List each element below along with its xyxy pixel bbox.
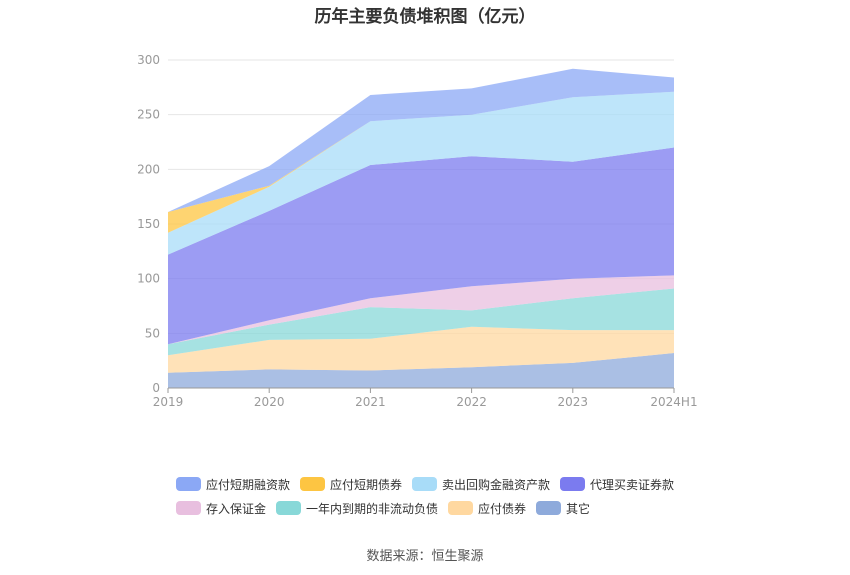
legend-swatch	[300, 477, 326, 491]
area-series	[168, 353, 674, 388]
x-tick-label: 2024H1	[650, 395, 697, 409]
legend-row: 应付短期融资款 应付短期债券 卖出回购金融资产款 代理买卖证券款	[176, 472, 736, 496]
area-series	[168, 68, 674, 212]
x-tick-label: 2023	[558, 395, 589, 409]
legend-item[interactable]: 卖出回购金融资产款	[412, 476, 550, 493]
y-tick-label: 250	[137, 108, 160, 122]
legend-label: 应付债券	[478, 501, 527, 516]
area-series	[168, 275, 674, 345]
data-source: 数据来源：恒生聚源	[366, 549, 484, 564]
y-tick-label: 50	[145, 326, 160, 340]
area-series	[168, 326, 674, 373]
legend-row: 存入保证金 一年内到期的非流动负债 应付债券 其它	[176, 496, 736, 520]
legend-swatch	[560, 477, 586, 491]
legend: 应付短期融资款 应付短期债券 卖出回购金融资产款 代理买卖证券款 存入保证金 一年内到期…	[176, 472, 736, 520]
area-series	[168, 147, 674, 345]
legend-item[interactable]: 存入保证金	[176, 500, 266, 517]
area-layer	[168, 68, 674, 388]
legend-label: 一年内到期的非流动负债	[306, 501, 439, 516]
legend-swatch	[536, 501, 562, 515]
y-tick-label: 150	[137, 217, 160, 231]
legend-swatch	[412, 477, 438, 491]
legend-swatch	[276, 501, 302, 515]
legend-item[interactable]: 代理买卖证券款	[560, 476, 674, 493]
x-tick-label: 2020	[254, 395, 285, 409]
legend-label: 卖出回购金融资产款	[442, 477, 551, 492]
legend-label: 其它	[566, 501, 591, 516]
legend-item[interactable]: 应付债券	[448, 500, 526, 517]
x-tick-label: 2021	[355, 395, 386, 409]
stacked-area-chart: 0 50 100 150 200 250 300 2019 2020 2021 2022 2023 20…	[137, 53, 698, 409]
legend-item[interactable]: 一年内到期的非流动负债	[276, 500, 438, 517]
legend-item[interactable]: 应付短期融资款	[176, 476, 290, 493]
x-tick-label: 2019	[153, 395, 184, 409]
legend-swatch	[448, 501, 474, 515]
legend-label: 存入保证金	[206, 501, 267, 516]
axis-layer: 0 50 100 150 200 250 300 2019 2020 2021 2022 2023 20…	[137, 53, 698, 409]
legend-label: 应付短期融资款	[206, 477, 291, 492]
legend-swatch	[176, 501, 201, 515]
legend-item[interactable]: 其它	[536, 500, 590, 517]
x-tick-label: 2022	[456, 395, 487, 409]
legend-label: 应付短期债券	[330, 477, 403, 492]
legend-label: 代理买卖证券款	[590, 477, 675, 492]
chart-title: 历年主要负债堆积图（亿元）	[314, 7, 536, 27]
y-tick-label: 200	[137, 162, 160, 176]
area-series	[168, 91, 674, 255]
legend-swatch	[176, 477, 201, 491]
legend-item[interactable]: 应付短期债券	[300, 476, 402, 493]
y-tick-label: 100	[137, 272, 160, 286]
y-tick-label: 300	[137, 53, 160, 67]
y-tick-label: 0	[152, 381, 160, 395]
area-series	[168, 288, 674, 356]
